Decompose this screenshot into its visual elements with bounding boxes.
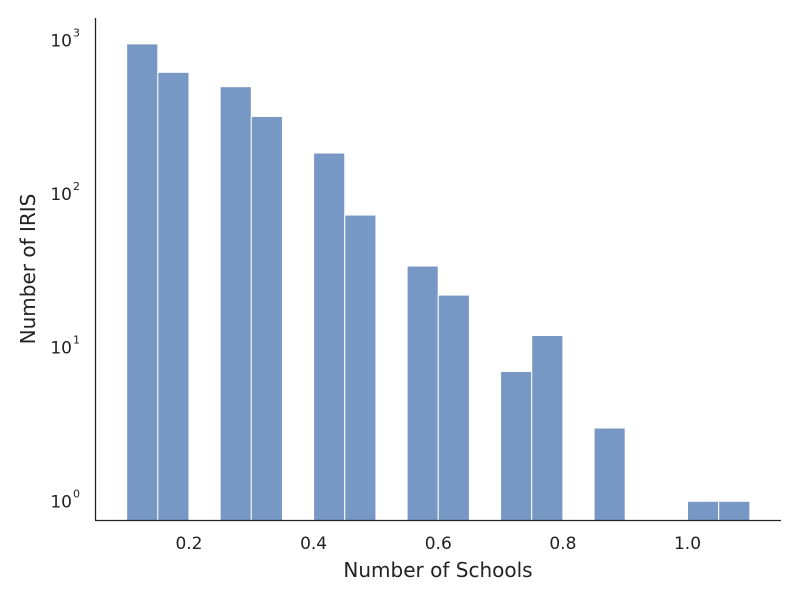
y-tick-exponent: 1 xyxy=(73,334,80,347)
histogram-bar xyxy=(593,427,626,522)
histogram-bar xyxy=(531,335,564,521)
y-tick-label: 10 1 xyxy=(50,334,80,359)
histogram-bar xyxy=(126,43,159,522)
histogram-bar xyxy=(250,115,283,521)
y-tick-label: 10 3 xyxy=(50,26,80,51)
bars-layer xyxy=(126,43,751,522)
x-tick-label: 1.0 xyxy=(674,534,701,554)
y-tick-base: 10 xyxy=(50,492,72,512)
histogram-bar xyxy=(687,500,720,521)
y-tick-exponent: 2 xyxy=(73,180,80,193)
y-tick-base: 10 xyxy=(50,31,72,51)
histogram-bar xyxy=(406,265,439,522)
y-tick-base: 10 xyxy=(50,339,72,359)
histogram-bar xyxy=(344,214,377,521)
histogram-bar xyxy=(500,370,533,522)
histogram-bar xyxy=(157,71,190,521)
histogram-bar xyxy=(219,86,252,521)
x-ticks-layer: 0.2 0.4 0.6 0.8 1.0 xyxy=(175,534,701,554)
x-tick-label: 0.6 xyxy=(425,534,452,554)
y-tick-label: 10 0 xyxy=(50,487,80,512)
y-tick-exponent: 0 xyxy=(73,487,80,500)
x-axis-title: Number of Schools xyxy=(343,558,532,582)
x-tick-label: 0.8 xyxy=(549,534,576,554)
histogram-bar xyxy=(437,294,470,521)
y-tick-label: 10 2 xyxy=(50,180,80,205)
histogram-bar xyxy=(718,500,751,521)
y-axis-title: Number of IRIS xyxy=(16,194,40,345)
y-tick-exponent: 3 xyxy=(73,26,80,39)
histogram-bar xyxy=(313,152,346,522)
y-tick-base: 10 xyxy=(50,185,72,205)
x-tick-label: 0.4 xyxy=(300,534,327,554)
x-tick-label: 0.2 xyxy=(175,534,202,554)
